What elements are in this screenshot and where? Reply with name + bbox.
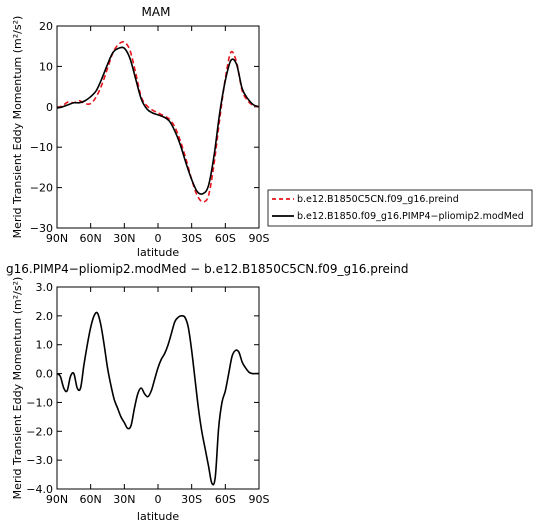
x-tick-label: 30N <box>113 232 135 245</box>
y-tick-label: −4.0 <box>26 483 53 496</box>
top-panel: MAM 90N 60N 30N 0 30S 60S 90S −30 −20 −10 0 10 20 la… <box>11 5 270 259</box>
legend-label-preind: b.e12.B1850C5CN.f09_g16.preind <box>297 194 459 205</box>
y-tick-label: −3.0 <box>26 454 53 467</box>
x-tick-label: 60S <box>215 232 236 245</box>
x-tick-label: 60S <box>215 493 236 506</box>
bottom-plot-frame <box>56 286 260 490</box>
x-tick-label: 90N <box>46 493 68 506</box>
x-tick-label: 0 <box>155 493 162 506</box>
x-tick-label: 90S <box>249 232 270 245</box>
x-tick-label: 90S <box>249 493 270 506</box>
series-line-difference <box>56 311 259 486</box>
series-line-preind <box>56 41 260 203</box>
top-panel-ylabel: Merid Transient Eddy Momentum (m²/s²) <box>11 16 24 239</box>
bottom-panel-series <box>56 311 259 486</box>
bottom-panel-ylabel: Merid Transient Eddy Momentum (m²/s²) <box>11 277 24 500</box>
y-tick-label: 0 <box>46 101 53 114</box>
x-tick-label: 30S <box>181 493 202 506</box>
y-tick-label: 10 <box>39 60 53 73</box>
series-line-pliomip <box>56 46 260 195</box>
y-tick-label: 20 <box>39 20 53 33</box>
y-tick-label: −30 <box>30 222 53 235</box>
y-tick-label: 2.0 <box>36 310 54 323</box>
bottom-panel-ticks: 90N 60N 30N 0 30S 60S 90S −4.0 −3.0 −2.0 −1.0 0.0 1.… <box>26 281 269 506</box>
bottom-panel-title: g16.PIMP4−pliomip2.modMed − b.e12.B1850C… <box>6 262 408 276</box>
x-tick-label: 60N <box>80 232 102 245</box>
y-tick-label: 3.0 <box>36 281 54 294</box>
x-tick-label: 30N <box>113 493 135 506</box>
top-panel-series <box>56 41 260 203</box>
legend-frame <box>267 189 533 227</box>
y-tick-label: 1.0 <box>36 339 54 352</box>
legend: b.e12.B1850C5CN.f09_g16.preind b.e12.B18… <box>267 189 533 227</box>
bottom-panel-xlabel: latitude <box>137 510 179 523</box>
top-panel-title: MAM <box>142 5 171 19</box>
x-tick-label: 90N <box>46 232 68 245</box>
y-tick-label: −1.0 <box>26 396 53 409</box>
x-tick-label: 0 <box>155 232 162 245</box>
x-tick-label: 30S <box>181 232 202 245</box>
bottom-panel: g16.PIMP4−pliomip2.modMed − b.e12.B1850C… <box>6 262 408 523</box>
top-panel-xlabel: latitude <box>137 246 179 259</box>
y-tick-label: −2.0 <box>26 425 53 438</box>
legend-label-pliomip: b.e12.B1850.f09_g16.PIMP4−pliomip2.modMe… <box>297 211 524 222</box>
y-tick-label: −10 <box>30 141 53 154</box>
top-panel-ticks: 90N 60N 30N 0 30S 60S 90S −30 −20 −10 0 10 20 <box>30 20 270 245</box>
y-tick-label: 0.0 <box>36 368 54 381</box>
x-tick-label: 60N <box>80 493 102 506</box>
y-tick-label: −20 <box>30 182 53 195</box>
